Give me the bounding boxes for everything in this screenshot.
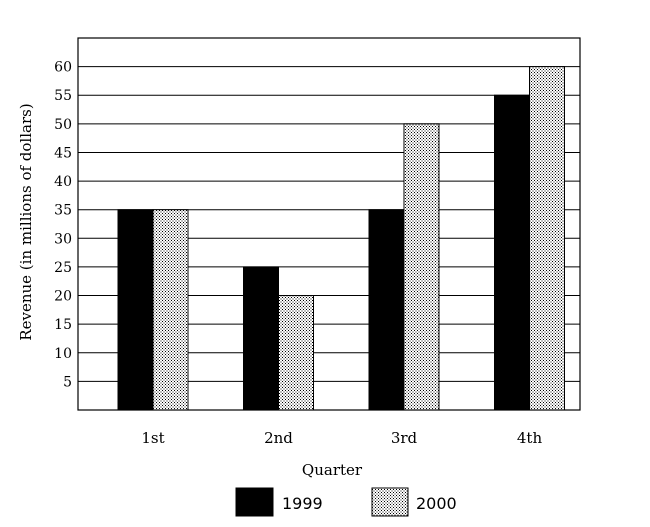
bar-1999-2nd — [243, 266, 279, 411]
bar-1999-4th — [494, 94, 530, 411]
y-tick-label: 35 — [54, 203, 72, 219]
bar-2000-4th — [529, 66, 565, 411]
y-tick-labels: 5 10 15 20 25 30 35 40 45 50 55 60 — [54, 60, 72, 391]
y-tick-label: 20 — [54, 289, 72, 305]
x-tick-labels: 1st 2nd 3rd 4th — [141, 429, 542, 447]
bar-2000-3rd — [403, 123, 440, 411]
x-tick-label: 4th — [517, 429, 543, 447]
y-tick-label: 50 — [54, 117, 72, 133]
x-tick-label: 3rd — [391, 429, 418, 447]
y-tick-label: 15 — [54, 317, 72, 333]
legend: 1999 2000 — [235, 487, 457, 517]
plot-frame — [77, 37, 581, 411]
y-tick-label: 60 — [54, 60, 72, 76]
x-tick-label: 1st — [141, 429, 164, 447]
y-tick-label: 45 — [54, 145, 72, 161]
y-tick-label: 25 — [54, 260, 72, 276]
legend-label-1999: 1999 — [282, 494, 323, 513]
y-tick-label: 55 — [54, 88, 72, 104]
bar-1999-3rd — [368, 209, 405, 411]
legend-label-2000: 2000 — [416, 494, 457, 513]
y-axis-title: Revenue (in millions of dollars) — [17, 103, 35, 340]
legend-swatch-2000 — [371, 487, 409, 517]
y-tick-label: 40 — [54, 174, 72, 190]
legend-swatch-1999 — [235, 487, 274, 517]
bars-layer — [117, 66, 565, 411]
bar-2000-2nd — [278, 295, 314, 411]
y-tick-label: 30 — [54, 231, 72, 247]
y-tick-label: 5 — [63, 374, 72, 390]
bar-2000-1st — [152, 209, 189, 411]
x-axis-title: Quarter — [302, 461, 363, 479]
x-tick-label: 2nd — [264, 429, 293, 447]
y-tick-label: 10 — [54, 346, 72, 362]
bar-1999-1st — [117, 209, 154, 411]
